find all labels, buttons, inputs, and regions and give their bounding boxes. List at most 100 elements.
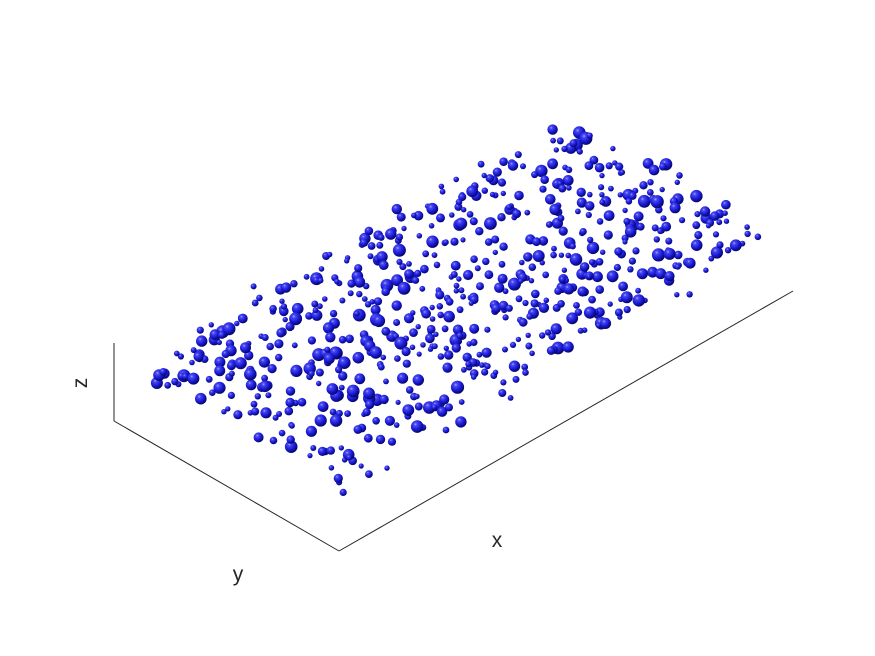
sphere-point <box>528 263 537 272</box>
sphere-point <box>744 230 751 238</box>
sphere-point <box>445 403 453 412</box>
sphere-point <box>412 374 424 386</box>
sphere-point <box>587 191 593 198</box>
sphere-point <box>228 370 235 377</box>
sphere-point <box>561 267 568 273</box>
sphere-point <box>269 436 278 445</box>
sphere-point <box>523 252 533 262</box>
sphere-point <box>213 381 226 394</box>
sphere-point <box>316 380 322 387</box>
sphere-point <box>514 190 524 201</box>
sphere-point <box>518 317 528 327</box>
sphere-point <box>475 227 484 236</box>
sphere-point <box>279 306 289 317</box>
sphere-point <box>632 247 640 255</box>
sphere-point <box>280 282 292 293</box>
sphere-point <box>221 349 230 359</box>
sphere-point <box>586 273 592 280</box>
sphere-point <box>542 271 550 279</box>
sphere-point <box>492 167 502 177</box>
sphere-point <box>429 316 436 322</box>
x-axis-label: x <box>492 529 503 552</box>
sphere-point <box>505 304 513 312</box>
sphere-point <box>632 294 645 307</box>
sphere-point <box>455 198 463 206</box>
sphere-point <box>502 314 509 321</box>
sphere-point <box>566 312 579 325</box>
sphere-point <box>384 415 395 426</box>
sphere-point <box>724 247 732 254</box>
sphere-point <box>477 160 485 168</box>
sphere-point <box>690 239 703 251</box>
sphere-point <box>261 334 269 341</box>
sphere-point <box>276 328 286 338</box>
sphere-point <box>284 440 298 454</box>
sphere-point <box>484 326 491 333</box>
sphere-point <box>545 221 553 228</box>
sphere-point <box>393 319 401 326</box>
sphere-point <box>539 185 547 193</box>
sphere-point <box>437 311 445 319</box>
sphere-point <box>435 290 445 300</box>
sphere-point <box>436 303 444 310</box>
sphere-point <box>532 237 541 247</box>
sphere-point <box>339 488 347 496</box>
sphere-point <box>676 172 683 179</box>
sphere-point <box>426 235 439 248</box>
sphere-point <box>481 187 488 194</box>
sphere-point <box>280 303 288 310</box>
sphere-point <box>384 465 390 471</box>
sphere-point <box>449 212 455 218</box>
sphere-point <box>613 263 622 272</box>
sphere-point <box>391 300 402 311</box>
sphere-point <box>453 288 459 294</box>
sphere-point <box>415 324 421 330</box>
sphere-point <box>240 342 251 354</box>
sphere-point <box>365 399 375 410</box>
sphere-point <box>716 219 723 226</box>
sphere-point <box>515 336 522 343</box>
sphere-point <box>305 425 317 437</box>
sphere-point <box>290 280 298 288</box>
sphere-point <box>442 362 453 373</box>
sphere-point <box>625 198 633 205</box>
sphere-point <box>250 400 258 408</box>
sphere-point <box>470 255 478 263</box>
sphere-point <box>532 250 545 262</box>
sphere-point <box>507 160 519 171</box>
sphere-point <box>193 351 204 362</box>
sphere-point <box>659 186 665 193</box>
sphere-point <box>285 386 296 396</box>
sphere-point <box>508 360 521 372</box>
sphere-point <box>499 242 508 251</box>
sphere-point <box>159 368 167 376</box>
sphere-point <box>402 359 411 368</box>
sphere-point <box>297 397 307 407</box>
sphere-point <box>479 362 485 368</box>
sphere-point <box>530 299 539 308</box>
sphere-point <box>380 354 387 361</box>
sphere-point <box>462 352 472 362</box>
sphere-point <box>354 276 366 288</box>
sphere-point <box>317 303 323 310</box>
sphere-series <box>150 124 762 496</box>
sphere-point <box>226 361 236 371</box>
sphere-point <box>450 237 459 246</box>
sphere-point <box>595 322 602 329</box>
sphere-point <box>345 334 354 344</box>
sphere-point <box>557 214 565 222</box>
sphere-point <box>466 185 478 198</box>
sphere-point <box>547 124 558 135</box>
sphere-point <box>426 324 436 334</box>
sphere-point <box>177 353 184 360</box>
sphere-point <box>514 151 522 159</box>
sphere-point <box>699 206 711 217</box>
sphere-point <box>481 172 487 179</box>
sphere-point <box>518 278 524 284</box>
sphere-point <box>421 308 431 319</box>
sphere-point <box>512 209 522 219</box>
sphere-point <box>557 300 565 308</box>
sphere-point <box>577 286 588 297</box>
sphere-point <box>684 257 696 269</box>
sphere-point <box>723 218 730 224</box>
